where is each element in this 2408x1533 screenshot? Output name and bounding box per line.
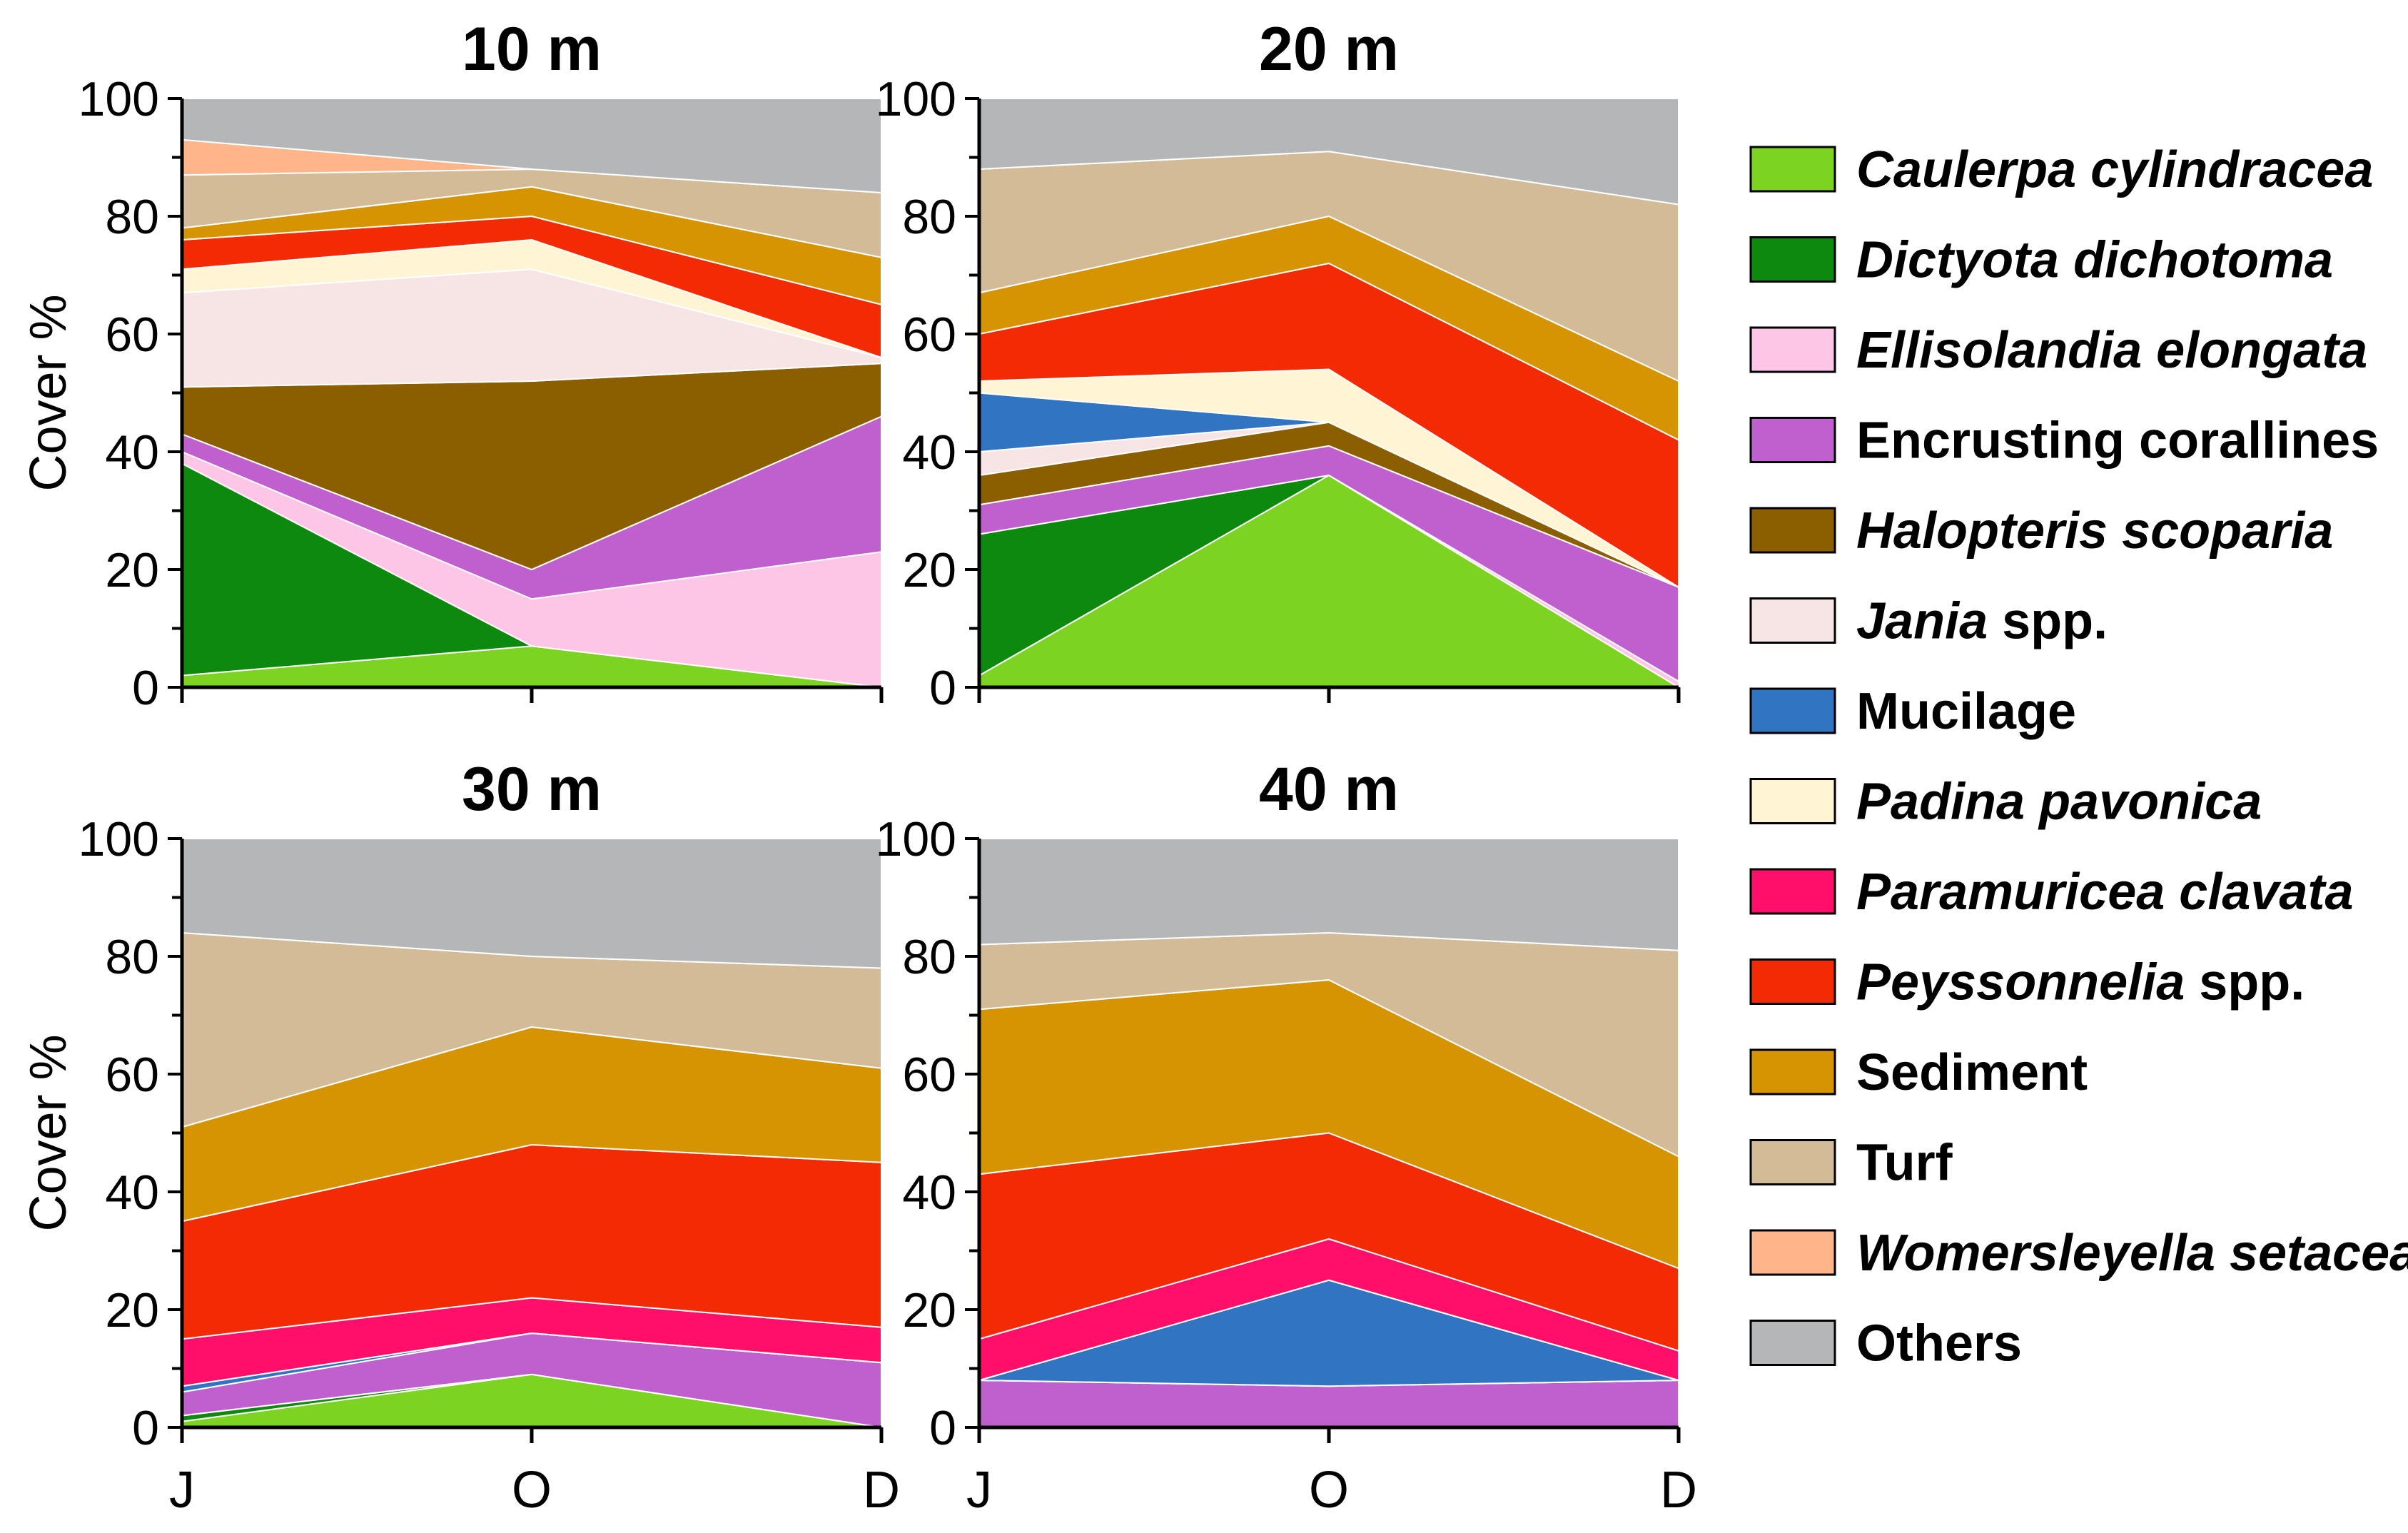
- y-tick-label: 100: [876, 72, 956, 126]
- legend-label-name: Halopteris scoparia: [1856, 502, 2333, 560]
- legend-label-name: Others: [1856, 1315, 2022, 1372]
- legend-label-name: Turf: [1856, 1135, 1953, 1192]
- legend-swatch-paramuricea-clavata: [1749, 868, 1836, 915]
- y-tick-label: 0: [929, 1401, 956, 1455]
- legend-swatch-encrusting-corallines: [1749, 417, 1836, 463]
- legend-label: Encrusting corallines: [1856, 413, 2379, 470]
- area-encrusting-corallines: [978, 1380, 1679, 1428]
- legend-swatch-womersleyella-setacea: [1749, 1229, 1836, 1276]
- legend-label-name: Sediment: [1856, 1044, 2088, 1101]
- legend-swatch-caulerpa-cylindracea: [1749, 146, 1836, 193]
- legend: Caulerpa cylindracea Dictyota dichotoma El…: [1749, 141, 2408, 1372]
- legend-label: Halopteris scoparia: [1856, 502, 2333, 560]
- y-tick-label: 20: [105, 1283, 159, 1337]
- legend-swatch-sediment: [1749, 1048, 1836, 1096]
- legend-label-name: Paramuricea clavata: [1856, 864, 2353, 921]
- legend-label-name: Jania: [1856, 593, 1988, 650]
- legend-swatch-turf: [1749, 1139, 1836, 1185]
- y-tick-label: 40: [105, 425, 159, 480]
- legend-label: Sediment: [1856, 1044, 2088, 1101]
- y-tick-label: 60: [902, 308, 956, 362]
- x-tick-label: D: [863, 1462, 900, 1519]
- panel-title: 30 m: [462, 755, 602, 824]
- y-tick-label: 0: [132, 1401, 159, 1455]
- x-tick-label: J: [966, 1462, 992, 1519]
- y-tick-label: 80: [105, 190, 159, 244]
- y-tick-label: 20: [902, 543, 956, 597]
- legend-label-name: Dictyota dichotoma: [1856, 232, 2333, 289]
- legend-swatch-ellisolandia-elongata: [1749, 326, 1836, 373]
- y-tick-label: 100: [79, 72, 159, 126]
- y-tick-label: 40: [105, 1165, 159, 1220]
- y-tick-label: 100: [876, 812, 956, 866]
- legend-swatch-jania-spp: [1749, 597, 1836, 644]
- legend-swatch-dictyota-dichotoma: [1749, 236, 1836, 283]
- y-tick-label: 60: [105, 308, 159, 362]
- panel-title: 10 m: [462, 15, 602, 84]
- panel-40-m: 0 20 40 60 80 100 J O D 40 m: [876, 755, 1697, 1519]
- legend-swatch-padina-pavonica: [1749, 778, 1836, 824]
- legend-label-name: Encrusting corallines: [1856, 413, 2379, 470]
- legend-label: Jania spp.: [1856, 593, 2108, 650]
- legend-label-name: Padina pavonica: [1856, 774, 2262, 831]
- legend-label: Caulerpa cylindracea: [1856, 141, 2373, 198]
- panel-20-m: 0 20 40 60 80 100 20 m: [876, 15, 1681, 715]
- legend-swatch-mucilage: [1749, 687, 1836, 734]
- y-axis-label: Cover %: [20, 1034, 77, 1231]
- y-tick-label: 100: [79, 812, 159, 866]
- legend-label: Dictyota dichotoma: [1856, 232, 2333, 289]
- legend-label-name: Womersleyella setacea: [1856, 1225, 2408, 1282]
- y-tick-label: 20: [105, 543, 159, 597]
- legend-label: Paramuricea clavata: [1856, 864, 2353, 921]
- legend-swatch-halopteris-scoparia: [1749, 507, 1836, 554]
- x-tick-label: O: [512, 1462, 552, 1519]
- y-tick-label: 80: [902, 190, 956, 244]
- legend-label: Mucilage: [1856, 683, 2076, 740]
- legend-swatch-others: [1749, 1320, 1836, 1366]
- legend-label: Ellisolandia elongata: [1856, 322, 2367, 379]
- legend-label: Peyssonnelia spp.: [1856, 954, 2305, 1011]
- legend-label: Others: [1856, 1315, 2022, 1372]
- y-tick-label: 0: [929, 661, 956, 715]
- y-tick-label: 80: [105, 930, 159, 984]
- x-tick-label: D: [1660, 1462, 1697, 1519]
- y-tick-label: 80: [902, 930, 956, 984]
- legend-label-name: Mucilage: [1856, 683, 2076, 740]
- legend-label-suffix: spp.: [1988, 593, 2108, 650]
- legend-label: Womersleyella setacea: [1856, 1225, 2408, 1282]
- y-tick-label: 20: [902, 1283, 956, 1337]
- panel-title: 20 m: [1259, 15, 1399, 84]
- x-tick-label: J: [169, 1462, 195, 1519]
- panel-title: 40 m: [1259, 755, 1399, 824]
- legend-label-name: Peyssonnelia: [1856, 954, 2185, 1011]
- y-tick-label: 60: [902, 1048, 956, 1102]
- legend-label-name: Ellisolandia elongata: [1856, 322, 2367, 379]
- y-tick-label: 60: [105, 1048, 159, 1102]
- legend-label-name: Caulerpa cylindracea: [1856, 141, 2373, 198]
- legend-label: Turf: [1856, 1135, 1953, 1192]
- legend-swatch-peyssonnelia-spp: [1749, 958, 1836, 1005]
- panel-10-m: 0 20 40 60 80 100 10 m Cover %: [20, 15, 884, 715]
- panel-30-m: 0 20 40 60 80 100 J O D 30 m Cover %: [20, 755, 900, 1519]
- y-axis-label: Cover %: [20, 294, 77, 491]
- y-tick-label: 40: [902, 425, 956, 480]
- x-tick-label: O: [1309, 1462, 1349, 1519]
- y-tick-label: 0: [132, 661, 159, 715]
- y-tick-label: 40: [902, 1165, 956, 1220]
- legend-label-suffix: spp.: [2185, 954, 2305, 1011]
- legend-label: Padina pavonica: [1856, 774, 2262, 831]
